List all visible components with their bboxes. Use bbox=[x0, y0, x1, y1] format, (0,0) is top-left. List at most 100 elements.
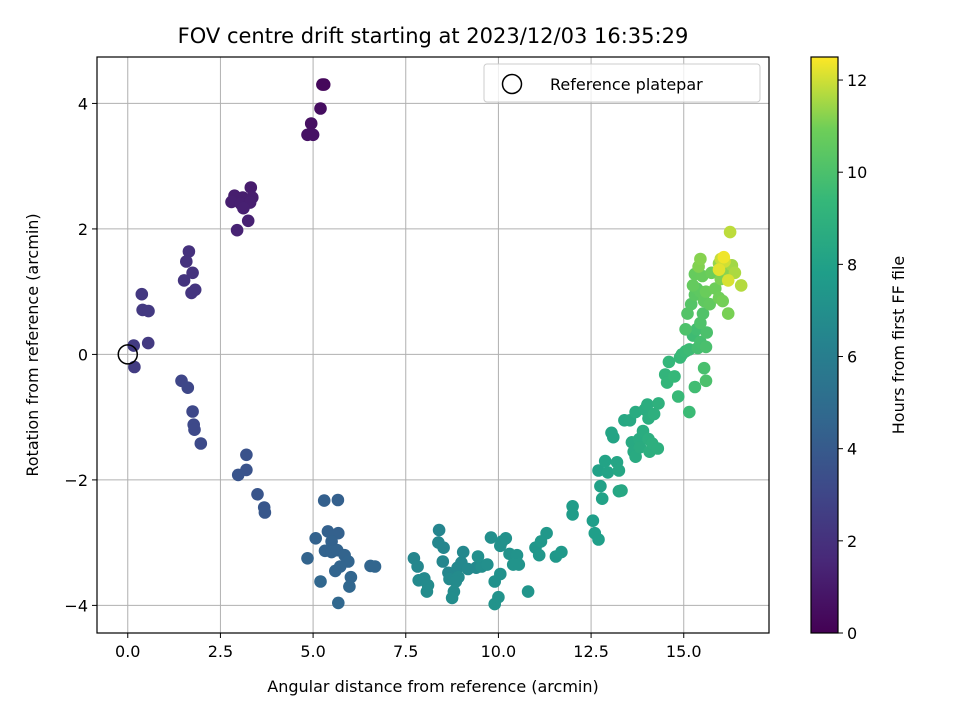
data-point bbox=[651, 442, 665, 455]
data-point bbox=[251, 488, 264, 501]
data-point bbox=[481, 558, 494, 571]
data-point bbox=[306, 128, 320, 142]
data-point bbox=[679, 323, 692, 336]
y-tick-label: −4 bbox=[64, 596, 88, 615]
data-point bbox=[141, 336, 155, 350]
data-point bbox=[344, 570, 358, 584]
data-point bbox=[668, 370, 681, 383]
data-point bbox=[595, 492, 609, 506]
data-point bbox=[241, 214, 255, 228]
y-axis-label: Rotation from reference (arcmin) bbox=[23, 213, 42, 476]
data-point bbox=[662, 355, 676, 369]
data-point bbox=[647, 407, 661, 421]
data-point bbox=[700, 326, 713, 339]
legend-label: Reference platepar bbox=[550, 75, 703, 94]
data-point bbox=[592, 533, 605, 546]
legend-marker bbox=[501, 73, 523, 95]
data-point bbox=[712, 263, 726, 277]
data-point bbox=[182, 245, 196, 258]
data-point bbox=[127, 339, 140, 352]
colorbar-tick-label: 10 bbox=[847, 163, 867, 182]
data-point bbox=[332, 596, 345, 610]
data-point bbox=[615, 484, 628, 497]
data-point bbox=[506, 558, 520, 571]
data-point bbox=[258, 506, 272, 519]
colorbar-label: Hours from first FF file bbox=[889, 256, 908, 435]
data-point bbox=[532, 548, 546, 562]
data-point bbox=[237, 201, 250, 215]
data-point bbox=[456, 545, 470, 559]
plot-frame bbox=[96, 56, 770, 634]
data-point bbox=[230, 223, 244, 237]
data-point bbox=[331, 493, 345, 507]
data-point bbox=[699, 340, 713, 354]
data-point bbox=[188, 423, 201, 437]
data-point bbox=[309, 532, 323, 545]
data-point bbox=[368, 560, 382, 573]
data-point bbox=[629, 450, 642, 464]
x-tick-label: 10.0 bbox=[481, 642, 517, 661]
colorbar-tick-label: 6 bbox=[847, 348, 857, 367]
data-point bbox=[633, 441, 647, 454]
data-point bbox=[181, 381, 195, 395]
data-point bbox=[686, 279, 700, 292]
data-point bbox=[492, 590, 505, 604]
data-point bbox=[194, 437, 208, 450]
data-point bbox=[412, 574, 426, 587]
data-point bbox=[694, 252, 707, 266]
x-axis-label: Angular distance from reference (arcmin) bbox=[267, 677, 598, 696]
colorbar: 0 2 4 6 8 10 12 bbox=[810, 56, 867, 643]
data-point bbox=[420, 585, 434, 598]
colorbar-tick-label: 2 bbox=[847, 532, 857, 551]
data-point bbox=[180, 255, 193, 268]
data-point bbox=[317, 494, 331, 507]
data-point bbox=[142, 304, 155, 318]
data-point bbox=[671, 390, 685, 403]
data-point bbox=[607, 430, 620, 444]
data-point bbox=[314, 102, 327, 115]
data-point bbox=[329, 564, 342, 578]
data-point bbox=[703, 297, 716, 311]
data-point bbox=[304, 117, 318, 130]
y-tick-label: 0 bbox=[78, 345, 88, 364]
plot-background bbox=[97, 57, 769, 633]
legend-frame bbox=[483, 63, 761, 103]
data-point bbox=[641, 398, 654, 411]
x-tick-label: 2.5 bbox=[208, 642, 233, 661]
colorbar-tick-label: 12 bbox=[847, 71, 867, 90]
data-point bbox=[555, 545, 568, 559]
colorbar-gradient bbox=[811, 57, 838, 633]
data-point bbox=[321, 525, 335, 538]
data-point bbox=[683, 405, 696, 419]
data-point bbox=[734, 279, 748, 292]
data-point bbox=[432, 523, 446, 537]
chart-title: FOV centre drift starting at 2023/12/03 … bbox=[178, 24, 689, 48]
data-point bbox=[314, 575, 327, 588]
data-point bbox=[445, 591, 459, 605]
x-tick-label: 5.0 bbox=[300, 642, 325, 661]
data-point bbox=[449, 575, 463, 588]
y-tick-label: 2 bbox=[78, 220, 88, 239]
data-point bbox=[721, 307, 735, 320]
data-point bbox=[717, 250, 731, 264]
data-point bbox=[499, 532, 513, 545]
x-tick-label: 12.5 bbox=[573, 642, 609, 661]
data-point bbox=[316, 78, 329, 91]
data-point bbox=[697, 361, 711, 375]
reference-platepar-marker bbox=[117, 344, 139, 365]
data-point bbox=[484, 531, 498, 544]
data-point bbox=[586, 514, 600, 527]
data-point bbox=[185, 286, 198, 300]
x-tick-label: 15.0 bbox=[666, 642, 702, 661]
colorbar-frame bbox=[810, 56, 839, 634]
data-point bbox=[594, 479, 607, 493]
data-point bbox=[601, 466, 615, 479]
data-point bbox=[471, 550, 485, 563]
data-point bbox=[301, 552, 314, 565]
x-tick-label: 7.5 bbox=[393, 642, 418, 661]
x-tick-label: 0.0 bbox=[115, 642, 140, 661]
data-point bbox=[699, 374, 713, 388]
data-point bbox=[521, 585, 535, 598]
